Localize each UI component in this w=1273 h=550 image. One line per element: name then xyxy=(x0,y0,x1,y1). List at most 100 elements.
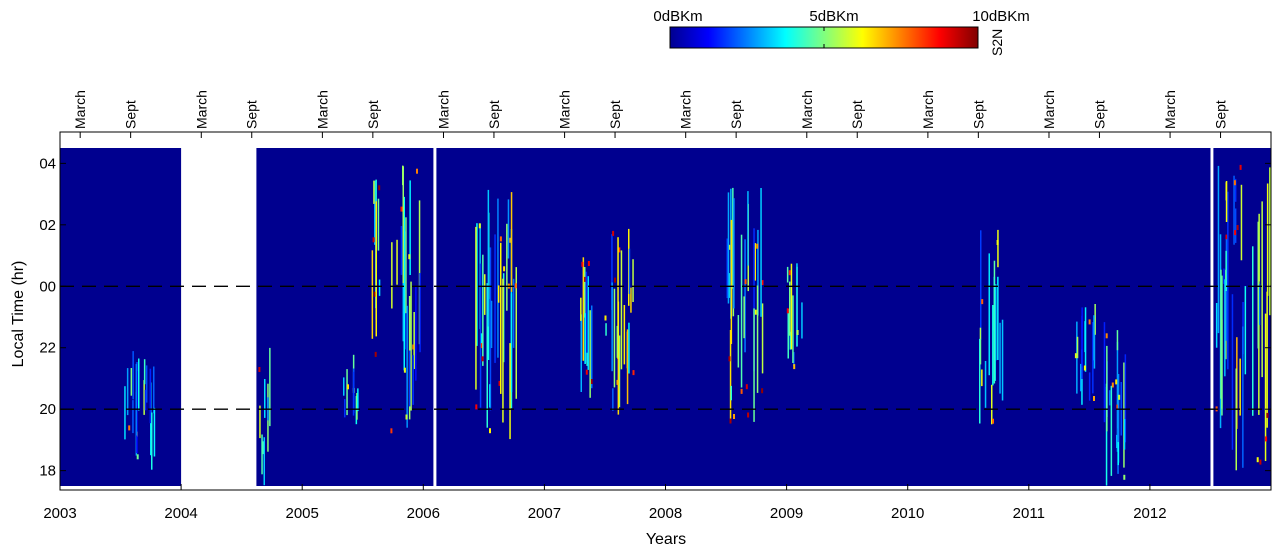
burst-peak xyxy=(347,384,349,390)
burst-peak xyxy=(258,367,261,372)
burst-streak xyxy=(512,278,515,348)
burst-streak xyxy=(786,266,789,283)
burst-peak xyxy=(481,356,484,362)
top-month-label: Sept xyxy=(486,100,502,129)
burst-streak xyxy=(754,243,756,281)
burst-peak xyxy=(981,299,984,305)
burst-peak xyxy=(1256,457,1259,463)
burst-streak xyxy=(1225,250,1227,291)
burst-streak xyxy=(124,386,126,440)
burst-peak xyxy=(489,428,491,434)
burst-streak xyxy=(730,385,732,401)
burst-streak xyxy=(792,295,794,363)
burst-peak xyxy=(729,418,732,424)
top-month-label: Sept xyxy=(1091,100,1107,129)
burst-streak xyxy=(997,276,999,360)
burst-peak xyxy=(400,206,403,212)
burst-streak xyxy=(1227,191,1229,370)
burst-streak xyxy=(727,192,730,304)
burst-streak xyxy=(796,263,798,347)
activity-burst-11 xyxy=(979,229,1004,425)
burst-streak xyxy=(343,377,345,396)
burst-peak xyxy=(616,379,619,385)
top-month-label: Sept xyxy=(365,100,381,129)
x-tick-label: 2012 xyxy=(1133,505,1166,522)
burst-peak xyxy=(581,261,584,267)
activity-burst-12 xyxy=(1074,304,1096,405)
top-month-label: March xyxy=(1041,90,1057,129)
burst-streak xyxy=(418,200,421,345)
burst-peak xyxy=(604,315,607,321)
burst-streak xyxy=(1117,442,1119,466)
burst-streak xyxy=(753,228,755,372)
top-month-label: Sept xyxy=(244,100,260,129)
burst-streak xyxy=(151,412,153,470)
burst-streak xyxy=(628,248,631,294)
top-month-label: March xyxy=(678,90,694,129)
burst-streak xyxy=(419,273,421,353)
burst-peak xyxy=(373,291,376,297)
burst-streak xyxy=(611,282,613,372)
burst-streak xyxy=(995,284,997,361)
burst-streak xyxy=(984,361,987,408)
burst-streak xyxy=(1116,330,1119,351)
burst-peak xyxy=(390,428,393,434)
burst-streak xyxy=(1108,390,1111,406)
burst-peak xyxy=(733,414,735,419)
burst-streak xyxy=(997,229,999,268)
y-tick-label: 20 xyxy=(39,401,56,418)
burst-peak xyxy=(612,230,615,236)
burst-streak xyxy=(789,281,791,336)
burst-peak xyxy=(416,168,418,174)
burst-streak xyxy=(1092,322,1094,394)
burst-streak xyxy=(143,380,145,415)
burst-streak xyxy=(979,338,981,424)
burst-streak xyxy=(630,287,632,313)
burst-streak xyxy=(1094,304,1096,335)
burst-streak xyxy=(585,271,588,363)
activity-burst-8 xyxy=(604,228,635,415)
burst-streak xyxy=(789,331,792,350)
top-month-label: March xyxy=(799,90,815,129)
burst-streak xyxy=(1223,268,1225,284)
burst-streak xyxy=(801,302,803,339)
burst-streak xyxy=(1240,184,1243,261)
burst-streak xyxy=(743,296,745,339)
burst-peak xyxy=(480,343,483,349)
activity-burst-9 xyxy=(726,187,764,424)
burst-peak xyxy=(128,425,131,431)
burst-streak xyxy=(143,359,146,385)
burst-peak xyxy=(583,276,586,282)
burst-streak xyxy=(1076,336,1079,359)
colorbar: 0dBKm 5dBKm 10dBKm S2N xyxy=(653,8,1029,56)
burst-streak xyxy=(991,384,993,425)
burst-streak xyxy=(132,400,134,434)
burst-streak xyxy=(623,305,626,365)
burst-peak xyxy=(585,369,588,375)
burst-streak xyxy=(374,180,376,245)
burst-peak xyxy=(475,404,478,410)
burst-peak xyxy=(761,280,764,286)
burst-streak xyxy=(489,247,492,411)
burst-streak xyxy=(793,352,795,366)
y-tick-label: 02 xyxy=(39,217,56,234)
burst-streak xyxy=(1080,363,1082,392)
burst-peak xyxy=(405,414,408,420)
burst-streak xyxy=(149,368,152,424)
activity-bursts xyxy=(124,164,1271,486)
colorbar-tick-label-min: 0dBKm xyxy=(653,8,702,25)
burst-streak xyxy=(264,379,266,418)
x-tick-label: 2009 xyxy=(770,505,803,522)
burst-streak xyxy=(584,267,586,318)
burst-peak xyxy=(1266,412,1269,418)
burst-streak xyxy=(484,274,486,315)
x-axis-label: Years xyxy=(646,531,686,548)
top-month-label: Sept xyxy=(1213,100,1229,129)
burst-peak xyxy=(374,351,377,357)
burst-streak xyxy=(1116,341,1119,452)
burst-streak xyxy=(378,279,381,296)
burst-peak xyxy=(745,384,748,390)
burst-streak xyxy=(584,313,586,364)
burst-peak xyxy=(1074,353,1077,359)
burst-streak xyxy=(1266,291,1268,428)
